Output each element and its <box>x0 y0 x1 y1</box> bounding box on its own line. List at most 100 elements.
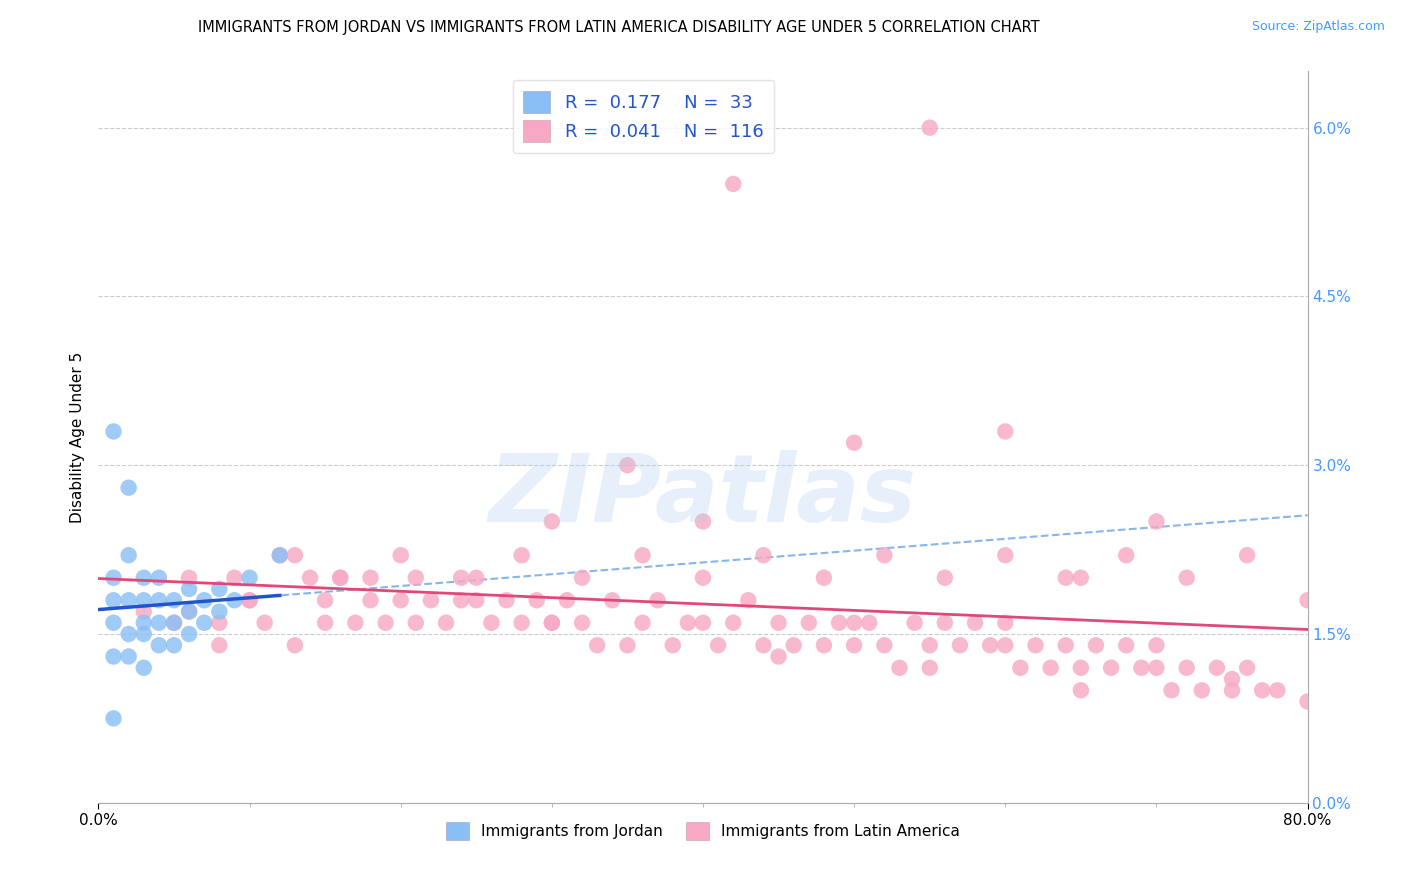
Point <box>148 615 170 630</box>
Point <box>314 593 336 607</box>
Point <box>1220 672 1243 686</box>
Point <box>844 435 866 450</box>
Point <box>118 593 141 607</box>
Point <box>661 638 683 652</box>
Point <box>1130 661 1153 675</box>
Point <box>465 593 488 607</box>
Point <box>450 593 472 607</box>
Point <box>163 593 186 607</box>
Point <box>163 638 186 652</box>
Point <box>647 593 669 607</box>
Point <box>208 638 231 652</box>
Point <box>692 571 714 585</box>
Point <box>1010 661 1032 675</box>
Point <box>1236 548 1258 562</box>
Point <box>889 661 911 675</box>
Point <box>828 615 851 630</box>
Point <box>1206 661 1229 675</box>
Point <box>389 593 412 607</box>
Point <box>555 593 578 607</box>
Point <box>540 615 562 630</box>
Point <box>344 615 367 630</box>
Y-axis label: Disability Age Under 5: Disability Age Under 5 <box>69 351 84 523</box>
Point <box>465 571 488 585</box>
Point <box>1296 694 1319 708</box>
Point <box>179 582 201 596</box>
Point <box>1115 548 1137 562</box>
Point <box>118 481 141 495</box>
Point <box>994 548 1017 562</box>
Point <box>723 615 745 630</box>
Point <box>163 615 186 630</box>
Point <box>495 593 517 607</box>
Point <box>103 425 125 439</box>
Point <box>1296 593 1319 607</box>
Point <box>1251 683 1274 698</box>
Point <box>103 711 125 725</box>
Point <box>873 638 896 652</box>
Point <box>329 571 352 585</box>
Point <box>1115 638 1137 652</box>
Point <box>329 571 352 585</box>
Point <box>132 661 155 675</box>
Point <box>118 548 141 562</box>
Point <box>737 593 759 607</box>
Point <box>179 571 201 585</box>
Point <box>949 638 972 652</box>
Point <box>253 615 276 630</box>
Point <box>269 548 291 562</box>
Point <box>1220 683 1243 698</box>
Point <box>783 638 806 652</box>
Point <box>1236 661 1258 675</box>
Point <box>1070 683 1092 698</box>
Point <box>1054 638 1077 652</box>
Text: ZIPatlas: ZIPatlas <box>489 450 917 541</box>
Point <box>284 548 307 562</box>
Point <box>934 615 956 630</box>
Point <box>314 615 336 630</box>
Point <box>813 571 835 585</box>
Point <box>1146 515 1168 529</box>
Point <box>148 638 170 652</box>
Point <box>434 615 457 630</box>
Point <box>540 515 562 529</box>
Point <box>994 425 1017 439</box>
Point <box>1054 571 1077 585</box>
Point <box>526 593 548 607</box>
Point <box>208 615 231 630</box>
Point <box>692 515 714 529</box>
Point <box>103 593 125 607</box>
Point <box>692 615 714 630</box>
Point <box>1191 683 1213 698</box>
Point <box>389 548 412 562</box>
Point <box>768 615 790 630</box>
Point <box>360 593 382 607</box>
Point <box>813 638 835 652</box>
Point <box>918 661 941 675</box>
Point <box>858 615 880 630</box>
Point <box>103 571 125 585</box>
Point <box>299 571 322 585</box>
Point <box>374 615 396 630</box>
Point <box>224 571 246 585</box>
Point <box>571 571 593 585</box>
Point <box>616 458 638 473</box>
Point <box>1070 571 1092 585</box>
Point <box>450 571 472 585</box>
Point <box>602 593 624 607</box>
Point <box>752 548 775 562</box>
Point <box>1070 661 1092 675</box>
Point <box>148 571 170 585</box>
Point <box>1146 638 1168 652</box>
Point <box>405 615 427 630</box>
Point <box>873 548 896 562</box>
Point <box>1099 661 1122 675</box>
Point <box>208 582 231 596</box>
Point <box>1175 661 1198 675</box>
Point <box>132 627 155 641</box>
Point <box>844 638 866 652</box>
Point <box>118 649 141 664</box>
Point <box>510 548 533 562</box>
Point <box>994 638 1017 652</box>
Point <box>1146 661 1168 675</box>
